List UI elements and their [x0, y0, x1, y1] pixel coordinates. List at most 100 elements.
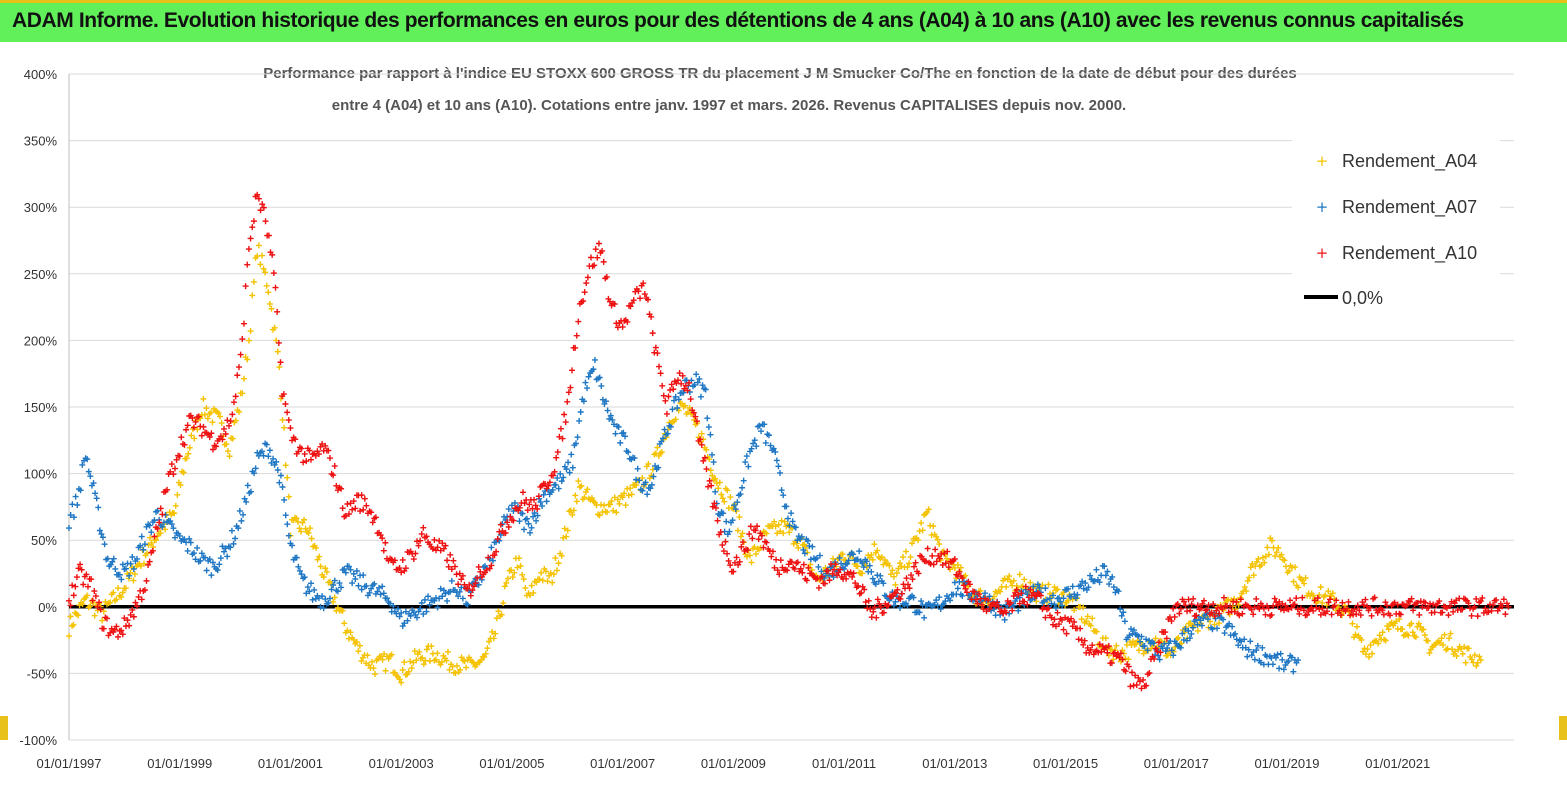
point-a10: [1347, 612, 1354, 619]
point-a10: [1297, 605, 1304, 612]
point-a07: [154, 507, 161, 514]
point-a07: [1030, 583, 1037, 590]
point-a10: [668, 381, 675, 388]
point-a07: [1183, 637, 1190, 644]
point-a07: [965, 592, 972, 599]
point-a07: [854, 556, 861, 563]
point-a04: [763, 530, 770, 537]
point-a04: [204, 415, 211, 422]
point-a04: [482, 650, 489, 657]
point-a10: [219, 436, 226, 443]
point-a04: [485, 638, 492, 645]
point-a10: [1313, 604, 1320, 611]
point-a04: [903, 548, 910, 555]
point-a04: [771, 518, 778, 525]
point-a04: [889, 567, 896, 574]
point-a04: [118, 594, 125, 601]
point-a04: [508, 567, 515, 574]
point-a07: [773, 457, 780, 464]
point-a10: [569, 367, 576, 374]
point-a07: [303, 590, 310, 597]
point-a10: [1363, 603, 1370, 610]
point-a10: [192, 418, 199, 425]
point-a10: [1294, 606, 1301, 613]
point-a10: [270, 270, 277, 277]
point-a07: [127, 560, 134, 567]
point-a04: [654, 444, 661, 451]
point-a04: [1259, 554, 1266, 561]
point-a04: [886, 562, 893, 569]
point-a04: [1246, 574, 1253, 581]
point-a10: [1443, 605, 1450, 612]
point-a10: [1431, 609, 1438, 616]
point-a10: [1132, 672, 1139, 679]
point-a10: [156, 519, 163, 526]
point-a04: [137, 562, 144, 569]
point-a04: [736, 514, 743, 521]
point-a10: [1216, 610, 1223, 617]
point-a07: [1214, 625, 1221, 632]
point-a07: [748, 445, 755, 452]
point-a10: [1382, 599, 1389, 606]
point-a07: [511, 499, 518, 506]
point-a10: [1327, 596, 1334, 603]
point-a10: [1182, 602, 1189, 609]
point-a10: [1176, 610, 1183, 617]
point-a07: [610, 421, 617, 428]
point-a10: [1445, 612, 1452, 619]
point-a07: [1250, 648, 1257, 655]
point-a07: [1254, 642, 1261, 649]
point-a10: [897, 595, 904, 602]
point-a04: [396, 676, 403, 683]
point-a10: [553, 454, 560, 461]
point-a07: [1115, 588, 1122, 595]
point-a10: [829, 570, 836, 577]
point-a04: [727, 494, 734, 501]
point-a10: [837, 566, 844, 573]
point-a07: [650, 473, 657, 480]
point-a10: [1208, 609, 1215, 616]
point-a07: [838, 560, 845, 567]
point-a04: [604, 509, 611, 516]
point-a10: [847, 569, 854, 576]
point-a10: [1197, 605, 1204, 612]
point-a07: [636, 477, 643, 484]
point-a10: [1211, 613, 1218, 620]
point-a07: [921, 614, 928, 621]
point-a07: [786, 522, 793, 529]
point-a10: [1280, 607, 1287, 614]
point-a10: [208, 430, 215, 437]
point-a10: [504, 519, 511, 526]
point-a07: [582, 379, 589, 386]
point-a04: [658, 449, 665, 456]
point-a04: [317, 563, 324, 570]
point-a10: [1448, 598, 1455, 605]
point-a10: [510, 517, 517, 524]
point-a04: [1420, 626, 1427, 633]
point-a04: [1275, 544, 1282, 551]
point-a07: [1238, 638, 1245, 645]
point-a07: [258, 448, 265, 455]
point-a10: [1102, 644, 1109, 651]
point-a10: [338, 485, 345, 492]
point-a07: [426, 601, 433, 608]
point-a04: [977, 587, 984, 594]
point-a10: [684, 387, 691, 394]
point-a10: [1502, 611, 1509, 618]
point-a04: [245, 337, 252, 344]
chart-area: Performance par rapport à l'indice EU ST…: [0, 42, 1567, 790]
point-a04: [127, 569, 134, 576]
point-a04: [420, 661, 427, 668]
point-a07: [800, 546, 807, 553]
point-a07: [1226, 620, 1233, 627]
point-a07: [1069, 583, 1076, 590]
point-a10: [1279, 600, 1286, 607]
point-a10: [380, 547, 387, 554]
point-a10: [257, 207, 264, 214]
point-a10: [121, 615, 128, 622]
point-a07: [783, 503, 790, 510]
point-a04: [282, 462, 289, 469]
point-a10: [1048, 614, 1055, 621]
point-a07: [620, 429, 627, 436]
point-a10: [791, 565, 798, 572]
